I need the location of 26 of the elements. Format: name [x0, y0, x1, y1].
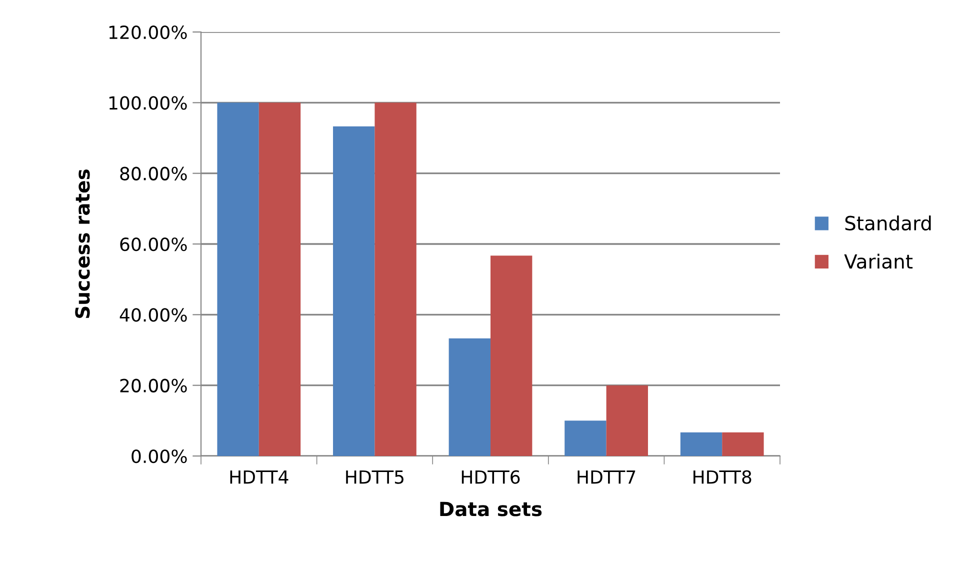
- x-tick-label: HDTT7: [578, 470, 636, 484]
- y-tick-label: 60.00%: [120, 237, 187, 252]
- bar: [333, 126, 375, 456]
- y-tick-label: 120.00%: [109, 25, 187, 40]
- bar: [606, 385, 648, 456]
- y-tick-label: 100.00%: [109, 96, 187, 110]
- bar: [374, 102, 416, 456]
- bar: [448, 338, 490, 456]
- y-tick-label: 80.00%: [120, 166, 187, 180]
- legend-label: Variant: [844, 254, 913, 269]
- x-tick-label: HDTT6: [462, 470, 520, 484]
- x-tick-label: HDTT4: [230, 470, 288, 484]
- x-tick-label: HDTT5: [346, 470, 404, 484]
- bar: [490, 256, 532, 456]
- bar: [722, 432, 764, 456]
- legend-label: Standard: [845, 215, 931, 231]
- bar: [258, 102, 301, 456]
- x-axis-title: Data sets: [440, 502, 542, 516]
- bar: [680, 432, 722, 456]
- y-axis-title: Success rates: [75, 170, 90, 318]
- y-tick-label: 0.00%: [132, 449, 187, 464]
- y-tick-label: 40.00%: [120, 308, 187, 322]
- x-tick-label: HDTT8: [694, 470, 752, 484]
- bar: [564, 420, 606, 456]
- y-tick-label: 20.00%: [120, 378, 187, 392]
- bar: [217, 102, 259, 456]
